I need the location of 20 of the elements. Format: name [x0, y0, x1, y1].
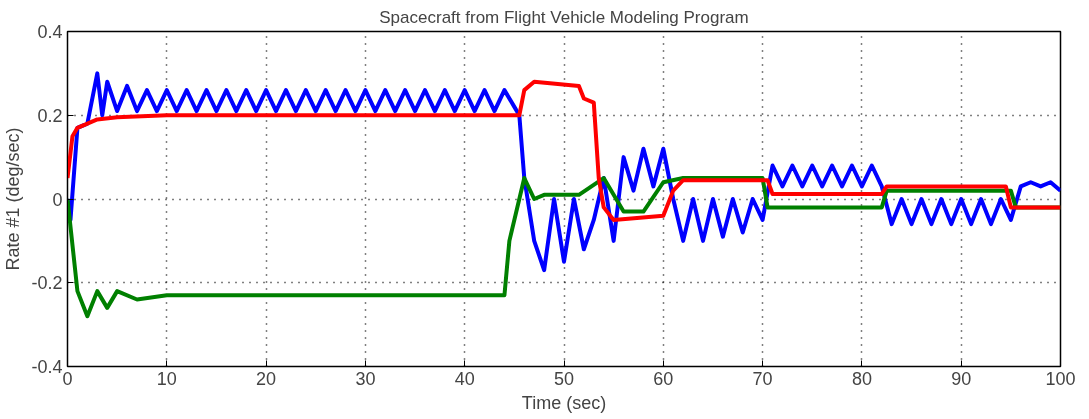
x-tick-label: 100 — [1045, 368, 1076, 389]
y-tick-label: -0.2 — [31, 273, 63, 294]
x-axis-title: Time (sec) — [521, 392, 607, 413]
x-tick-label: 30 — [355, 368, 376, 389]
x-tick-label: 90 — [951, 368, 972, 389]
y-tick-label: -0.4 — [31, 357, 63, 377]
chart-title: Spacecraft from Flight Vehicle Modeling Program — [379, 7, 749, 27]
x-tick-label: 50 — [553, 368, 575, 389]
x-tick-label: 70 — [752, 368, 773, 389]
line-series — [67, 71, 1061, 273]
x-tick-label: 10 — [156, 368, 177, 389]
y-axis-title: Rate #1 (deg/sec) — [3, 127, 24, 271]
x-tick-label: 40 — [454, 368, 475, 389]
x-tick-label: 60 — [653, 368, 674, 389]
y-tick-label: 0.2 — [37, 105, 63, 126]
y-tick-label: 0 — [52, 189, 63, 210]
x-tick-label: 20 — [256, 368, 277, 389]
y-tick-label: 0.4 — [37, 22, 63, 42]
x-tick-label: 80 — [851, 368, 872, 389]
line-series — [67, 79, 1061, 222]
